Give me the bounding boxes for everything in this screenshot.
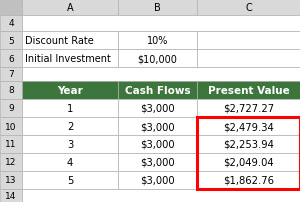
- Bar: [118, 153, 197, 171]
- Text: C: C: [245, 3, 252, 13]
- Bar: [22, 117, 118, 135]
- Text: $10,000: $10,000: [138, 54, 177, 64]
- Text: $3,000: $3,000: [140, 157, 175, 167]
- Text: $3,000: $3,000: [140, 121, 175, 131]
- Bar: [0, 0, 22, 16]
- Bar: [0, 16, 22, 32]
- Bar: [22, 189, 300, 202]
- Text: Discount Rate: Discount Rate: [25, 36, 94, 46]
- Bar: [118, 100, 197, 117]
- Bar: [0, 135, 22, 153]
- Text: $2,727.27: $2,727.27: [223, 103, 274, 114]
- Bar: [197, 100, 300, 117]
- Text: 10: 10: [5, 122, 17, 131]
- Bar: [22, 153, 118, 171]
- Bar: [197, 50, 300, 68]
- Bar: [197, 82, 300, 100]
- Bar: [197, 0, 300, 16]
- Text: 5: 5: [8, 36, 14, 45]
- Bar: [0, 68, 22, 82]
- Bar: [22, 171, 118, 189]
- Text: 1: 1: [67, 103, 73, 114]
- Bar: [118, 171, 197, 189]
- Bar: [0, 100, 22, 117]
- Bar: [22, 16, 300, 32]
- Text: 4: 4: [67, 157, 73, 167]
- Text: A: A: [67, 3, 73, 13]
- Bar: [197, 117, 300, 189]
- Text: 3: 3: [67, 139, 73, 149]
- Bar: [0, 189, 22, 202]
- Bar: [22, 82, 118, 100]
- Text: $2,253.94: $2,253.94: [223, 139, 274, 149]
- Text: Present Value: Present Value: [208, 86, 290, 96]
- Bar: [22, 135, 118, 153]
- Text: 2: 2: [67, 121, 73, 131]
- Bar: [118, 117, 197, 135]
- Bar: [197, 153, 300, 171]
- Text: B: B: [154, 3, 161, 13]
- Bar: [118, 82, 197, 100]
- Bar: [22, 32, 118, 50]
- Text: 6: 6: [8, 54, 14, 63]
- Bar: [0, 117, 22, 135]
- Bar: [22, 100, 118, 117]
- Bar: [197, 117, 300, 135]
- Bar: [118, 135, 197, 153]
- Text: 10%: 10%: [147, 36, 168, 46]
- Bar: [22, 50, 118, 68]
- Text: $3,000: $3,000: [140, 103, 175, 114]
- Text: $3,000: $3,000: [140, 139, 175, 149]
- Text: 4: 4: [8, 19, 14, 28]
- Bar: [118, 32, 197, 50]
- Text: $3,000: $3,000: [140, 175, 175, 185]
- Text: 13: 13: [5, 176, 17, 185]
- Text: Initial Investment: Initial Investment: [25, 54, 111, 64]
- Bar: [0, 171, 22, 189]
- Bar: [22, 68, 300, 82]
- Text: $1,862.76: $1,862.76: [223, 175, 274, 185]
- Text: 8: 8: [8, 86, 14, 95]
- Bar: [22, 0, 118, 16]
- Bar: [0, 82, 22, 100]
- Text: 11: 11: [5, 140, 17, 149]
- Text: 5: 5: [67, 175, 73, 185]
- Bar: [197, 171, 300, 189]
- Text: 9: 9: [8, 104, 14, 113]
- Text: $2,049.04: $2,049.04: [223, 157, 274, 167]
- Bar: [118, 50, 197, 68]
- Bar: [197, 32, 300, 50]
- Bar: [0, 50, 22, 68]
- Bar: [0, 153, 22, 171]
- Text: 12: 12: [5, 158, 17, 167]
- Text: Year: Year: [57, 86, 83, 96]
- Text: Cash Flows: Cash Flows: [125, 86, 190, 96]
- Bar: [0, 32, 22, 50]
- Bar: [118, 0, 197, 16]
- Text: 14: 14: [5, 191, 17, 200]
- Bar: [197, 135, 300, 153]
- Text: $2,479.34: $2,479.34: [223, 121, 274, 131]
- Text: 7: 7: [8, 70, 14, 79]
